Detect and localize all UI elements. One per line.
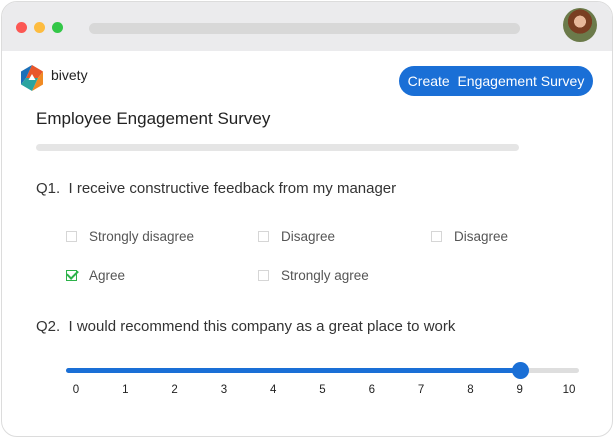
slider-tick-label: 2 — [171, 384, 178, 396]
option-disagree-2[interactable]: Disagree — [431, 229, 508, 244]
option-label: Disagree — [454, 229, 509, 244]
slider-tick-label: 7 — [417, 384, 425, 396]
question-2: Q2. I would recommend this company as a … — [36, 318, 456, 335]
question-1: Q1. I receive constructive feedback from… — [36, 180, 397, 197]
checkbox[interactable] — [258, 270, 269, 281]
page-title: Employee Engagement Survey — [36, 109, 271, 128]
checkbox[interactable] — [258, 231, 269, 242]
slider-tick-label: 3 — [220, 384, 228, 396]
option-disagree[interactable]: Disagree — [258, 229, 335, 244]
rating-slider[interactable] — [66, 362, 579, 379]
maximize-window-button[interactable] — [52, 22, 63, 33]
slider-fill — [66, 368, 520, 373]
close-window-button[interactable] — [16, 22, 27, 33]
checkbox-checked[interactable] — [66, 270, 77, 281]
bivety-logo-icon — [21, 65, 43, 91]
slider-tick-label: 6 — [368, 384, 375, 396]
create-engagement-survey-button[interactable]: Create Engagement Survey — [399, 66, 593, 96]
slider-tick-label: 1 — [122, 384, 129, 396]
minimize-window-button[interactable] — [34, 22, 45, 33]
slider-tick-label: 10 — [562, 384, 576, 396]
progress-placeholder-bar — [36, 144, 519, 151]
option-label: Strongly agree — [281, 268, 369, 283]
checkbox[interactable] — [431, 231, 442, 242]
slider-tick-label: 9 — [516, 384, 523, 396]
slider-tick-label: 0 — [72, 384, 80, 396]
slider-tick-label: 8 — [467, 384, 474, 396]
slider-tick-label: 4 — [269, 384, 277, 396]
option-strongly-agree[interactable]: Strongly agree — [258, 268, 369, 283]
slider-thumb[interactable] — [511, 362, 529, 379]
checkbox[interactable] — [66, 231, 77, 242]
brand-name: bivety — [51, 67, 88, 83]
title-bar — [2, 2, 612, 51]
avatar[interactable] — [563, 8, 597, 42]
address-bar[interactable] — [89, 23, 520, 34]
option-label: Disagree — [281, 229, 336, 244]
option-label: Strongly disagree — [89, 229, 195, 244]
option-agree[interactable]: Agree — [66, 268, 125, 283]
slider-tick-label: 5 — [319, 384, 326, 396]
option-label: Agree — [89, 268, 126, 283]
option-strongly-disagree[interactable]: Strongly disagree — [66, 229, 194, 244]
